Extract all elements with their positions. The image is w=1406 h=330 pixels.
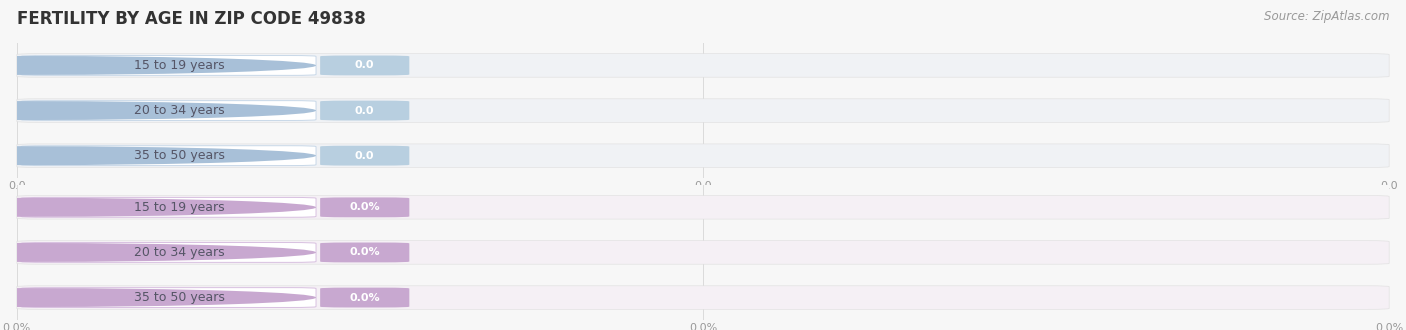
FancyBboxPatch shape (321, 243, 409, 262)
FancyBboxPatch shape (17, 286, 1389, 309)
FancyBboxPatch shape (21, 55, 316, 75)
Circle shape (0, 198, 316, 217)
Text: 0.0: 0.0 (354, 151, 374, 161)
FancyBboxPatch shape (321, 288, 409, 308)
Text: 15 to 19 years: 15 to 19 years (134, 59, 225, 72)
FancyBboxPatch shape (21, 197, 316, 217)
FancyBboxPatch shape (21, 288, 316, 308)
Text: Source: ZipAtlas.com: Source: ZipAtlas.com (1264, 10, 1389, 23)
FancyBboxPatch shape (321, 197, 409, 217)
FancyBboxPatch shape (21, 146, 316, 166)
FancyBboxPatch shape (17, 241, 1389, 264)
Circle shape (0, 146, 316, 165)
Circle shape (0, 101, 316, 120)
Text: 35 to 50 years: 35 to 50 years (134, 291, 225, 304)
Text: 0.0%: 0.0% (350, 202, 380, 212)
Text: 0.0%: 0.0% (350, 293, 380, 303)
FancyBboxPatch shape (321, 101, 409, 120)
Text: FERTILITY BY AGE IN ZIP CODE 49838: FERTILITY BY AGE IN ZIP CODE 49838 (17, 10, 366, 28)
Text: 20 to 34 years: 20 to 34 years (134, 246, 225, 259)
FancyBboxPatch shape (21, 243, 316, 262)
FancyBboxPatch shape (17, 196, 1389, 219)
Text: 15 to 19 years: 15 to 19 years (134, 201, 225, 214)
Text: 20 to 34 years: 20 to 34 years (134, 104, 225, 117)
Text: 35 to 50 years: 35 to 50 years (134, 149, 225, 162)
Circle shape (0, 243, 316, 262)
Text: 0.0: 0.0 (354, 60, 374, 70)
FancyBboxPatch shape (17, 99, 1389, 122)
FancyBboxPatch shape (17, 144, 1389, 167)
FancyBboxPatch shape (21, 101, 316, 120)
FancyBboxPatch shape (17, 54, 1389, 77)
Circle shape (0, 288, 316, 307)
Circle shape (0, 56, 316, 75)
Text: 0.0: 0.0 (354, 106, 374, 116)
FancyBboxPatch shape (321, 146, 409, 166)
FancyBboxPatch shape (321, 55, 409, 75)
Text: 0.0%: 0.0% (350, 248, 380, 257)
